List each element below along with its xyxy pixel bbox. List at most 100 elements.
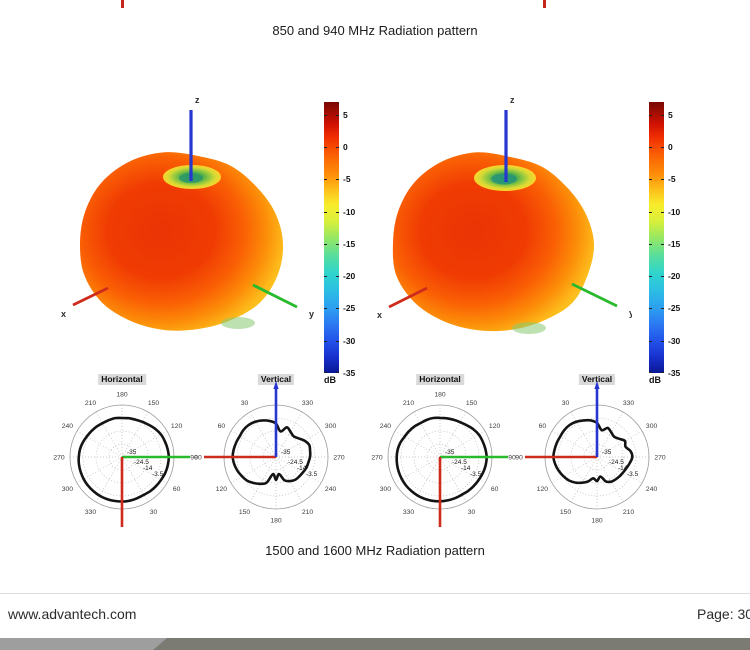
colorbar-tick-mark <box>324 114 327 116</box>
angle-label: 330 <box>85 509 97 516</box>
lobe-crater-center <box>491 173 517 185</box>
x-axis-line <box>72 286 109 307</box>
angle-label: 30 <box>150 509 158 516</box>
angle-label: 240 <box>325 486 337 493</box>
angle-label: 60 <box>491 486 499 493</box>
colorbar-tick-mark <box>324 147 327 149</box>
angle-label: 180 <box>270 517 282 524</box>
colorbar-tick-mark <box>649 147 652 149</box>
radiation-3d-plot-left: z x y <box>61 95 314 331</box>
polar-title-horizontal-2: Horizontal <box>416 374 464 385</box>
colorbar-tick-label: 0 <box>668 142 673 153</box>
angle-label: 330 <box>403 509 415 516</box>
colorbar-tick-label: -10 <box>668 206 681 217</box>
z-axis-arrow <box>273 381 279 389</box>
grid-spoke <box>76 430 123 458</box>
colorbar-tick-label: 5 <box>668 109 673 120</box>
colorbar-tick-mark <box>661 211 664 213</box>
colorbar-tick-label: -5 <box>343 174 351 185</box>
radiation-curve <box>395 416 488 503</box>
colorbar-tick-mark <box>649 276 652 278</box>
colorbar-tick-mark <box>661 179 664 181</box>
colorbar-tick-label: -10 <box>343 206 356 217</box>
colorbar-tick-mark <box>661 340 664 342</box>
colorbar-tick-mark <box>324 308 327 310</box>
colorbar-tick-mark <box>324 179 327 181</box>
z-axis-label: z <box>195 95 200 105</box>
colorbar-tick-label: 0 <box>343 142 348 153</box>
colorbar-tick-mark <box>649 243 652 245</box>
polar-title-horizontal-1: Horizontal <box>98 374 146 385</box>
colorbar-tick-label: -35 <box>343 368 356 378</box>
footer-website: www.advantech.com <box>8 606 137 622</box>
polar-plot-horizontal-1: 30 60 90 120 150 180 210 240 270 300 330 -35 -24.5-1… <box>53 391 198 527</box>
angle-label: 240 <box>62 423 74 430</box>
colorbar-tick-mark <box>324 372 327 373</box>
colorbar-left: dB 5 0 -5 -10 -15 -20 -25 -30 -35 <box>324 102 384 394</box>
colorbar-tick-label: -20 <box>343 271 356 282</box>
angle-label: 150 <box>466 400 478 407</box>
radial-label: -24.5 <box>134 459 149 466</box>
angle-label: 210 <box>623 509 635 516</box>
angle-label: 270 <box>371 454 383 461</box>
footer-band-dark <box>153 638 750 650</box>
radial-label: -35 <box>127 449 137 456</box>
angle-label: 90 <box>194 454 202 461</box>
y-axis-line <box>252 283 298 309</box>
angle-label: 210 <box>302 509 314 516</box>
polar-plot-horizontal-2: 30 60 90 120 150 180 210 240 270 300 330 -35 -24.5-1… <box>371 391 516 527</box>
radial-label: -24.5 <box>609 459 624 466</box>
colorbar-unit-label: dB <box>324 375 336 385</box>
radial-label: -3.5 <box>470 471 482 478</box>
angle-label: 210 <box>403 400 415 407</box>
colorbar-tick-label: -30 <box>668 335 681 346</box>
radiation-curve <box>77 416 171 503</box>
polar-title-vertical-1: Vertical <box>257 374 295 385</box>
angle-label: 300 <box>325 423 337 430</box>
angle-label: 150 <box>148 400 160 407</box>
radial-label: -14 <box>143 465 153 472</box>
grid-spoke <box>394 430 441 458</box>
colorbar-tick-label: -20 <box>668 271 681 282</box>
y-axis-label: y <box>629 308 632 318</box>
z-axis-label: z <box>510 95 515 105</box>
angle-label: 60 <box>539 423 547 430</box>
colorbar-tick-mark <box>324 340 327 342</box>
angle-label: 90 <box>515 454 523 461</box>
colorbar-gradient <box>649 102 664 373</box>
colorbar-tick-label: -35 <box>668 368 681 378</box>
radiation-lobe <box>79 152 284 331</box>
radial-label: -24.5 <box>452 459 467 466</box>
radial-label: -3.5 <box>627 471 639 478</box>
polar-plot-vertical-1: 30 60 90 120 150 180 210 240 270 300 330 -35 -24.5-1… <box>194 381 345 524</box>
footer-page-number: Page: 30 <box>697 606 750 622</box>
angle-label: 300 <box>646 423 658 430</box>
angle-label: 300 <box>380 486 392 493</box>
colorbar-tick-mark <box>336 211 339 213</box>
angle-label: 330 <box>623 400 635 407</box>
colorbar-tick-mark <box>336 340 339 342</box>
colorbar-tick-mark <box>649 114 652 116</box>
radial-label: -3.5 <box>152 471 164 478</box>
cut-off-red-text-mark <box>543 0 546 8</box>
angle-label: 90 <box>190 454 198 461</box>
angle-label: 120 <box>216 486 228 493</box>
z-axis-arrow <box>594 381 600 389</box>
angle-label: 300 <box>62 486 74 493</box>
angle-label: 240 <box>380 423 392 430</box>
colorbar-tick-mark <box>324 211 327 213</box>
colorbar-tick-mark <box>661 114 664 116</box>
angle-label: 270 <box>333 454 345 461</box>
radial-label: -35 <box>281 449 291 456</box>
colorbar-tick-mark <box>336 179 339 181</box>
angle-label: 30 <box>468 509 476 516</box>
colorbar-tick-label: -15 <box>343 238 356 249</box>
angle-label: 30 <box>562 400 570 407</box>
colorbar-tick-mark <box>661 243 664 245</box>
footer-divider <box>0 593 750 594</box>
angle-label: 60 <box>173 486 181 493</box>
colorbar-tick-mark <box>324 243 327 245</box>
colorbar-tick-label: -25 <box>343 303 356 314</box>
x-axis-label: x <box>377 310 382 320</box>
angle-label: 150 <box>560 509 572 516</box>
